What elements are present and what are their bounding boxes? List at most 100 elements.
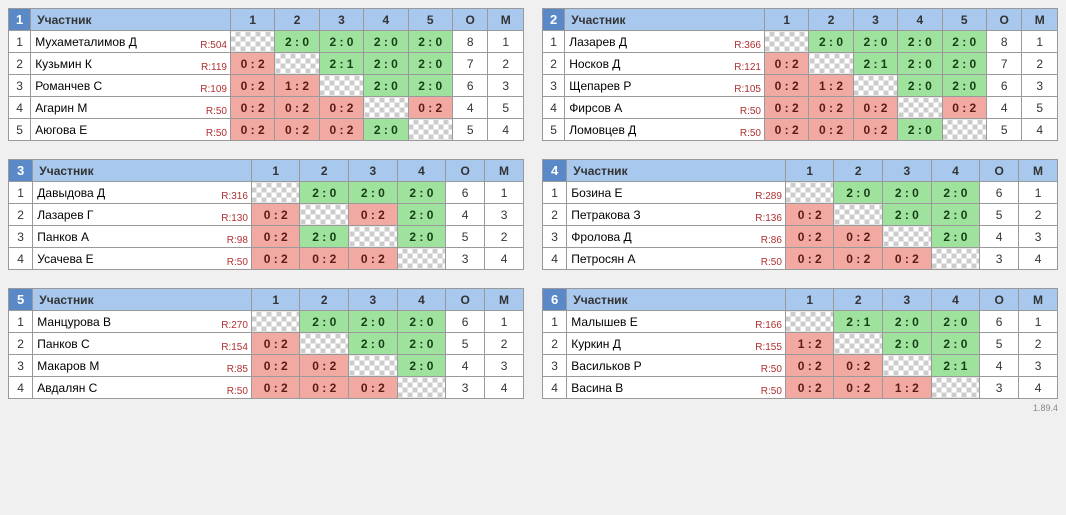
row-number: 2 <box>9 204 33 226</box>
participant-name-cell: Бозина ЕR:289 <box>567 182 786 204</box>
place-cell: 1 <box>488 31 524 53</box>
score-cell: 2 : 0 <box>408 31 452 53</box>
place-cell: 3 <box>1019 355 1058 377</box>
place-header: М <box>1019 160 1058 182</box>
table-row: 1Манцурова ВR:2702 : 02 : 02 : 061 <box>9 311 524 333</box>
row-number: 1 <box>543 311 567 333</box>
points-cell: 8 <box>986 31 1022 53</box>
table-row: 4Агарин МR:500 : 20 : 20 : 20 : 245 <box>9 97 524 119</box>
participant-rating: R:119 <box>201 62 227 73</box>
score-cell: 0 : 2 <box>883 248 932 270</box>
row-number: 2 <box>9 53 31 75</box>
points-cell: 6 <box>986 75 1022 97</box>
points-cell: 4 <box>446 204 485 226</box>
participant-rating: R:85 <box>227 364 248 375</box>
points-cell: 5 <box>446 333 485 355</box>
self-cell <box>397 377 446 399</box>
place-cell: 4 <box>485 248 524 270</box>
score-cell: 0 : 2 <box>834 355 883 377</box>
score-cell: 0 : 2 <box>300 248 349 270</box>
score-cell: 1 : 2 <box>883 377 932 399</box>
score-cell: 0 : 2 <box>251 333 300 355</box>
round-header: 1 <box>251 160 300 182</box>
points-cell: 6 <box>446 182 485 204</box>
table-row: 2Кузьмин КR:1190 : 22 : 12 : 02 : 072 <box>9 53 524 75</box>
self-cell <box>883 355 932 377</box>
participant-name-cell: Куркин ДR:155 <box>567 333 786 355</box>
score-cell: 0 : 2 <box>809 97 853 119</box>
score-cell: 2 : 0 <box>883 182 932 204</box>
participant-header: Участник <box>565 9 765 31</box>
participant-name: Панков А <box>37 230 89 244</box>
participant-name: Петракова З <box>571 208 640 222</box>
points-cell: 8 <box>452 31 488 53</box>
round-header: 4 <box>364 9 408 31</box>
participant-name: Кузьмин К <box>35 57 92 71</box>
round-header: 2 <box>809 9 853 31</box>
version-label: 1.89.4 <box>8 403 1058 413</box>
round-header: 2 <box>300 160 349 182</box>
place-cell: 4 <box>1019 377 1058 399</box>
place-cell: 2 <box>1022 53 1058 75</box>
row-number: 5 <box>543 119 565 141</box>
participant-rating: R:166 <box>755 320 782 331</box>
participant-rating: R:109 <box>200 84 227 95</box>
table-row: 3Щепарев РR:1050 : 21 : 22 : 02 : 063 <box>543 75 1058 97</box>
participant-name-cell: Романчев СR:109 <box>31 75 231 97</box>
row-number: 3 <box>9 226 33 248</box>
participant-name-cell: Лазарев ДR:366 <box>565 31 765 53</box>
points-cell: 5 <box>986 119 1022 141</box>
score-cell: 2 : 0 <box>349 311 398 333</box>
score-cell: 2 : 0 <box>931 204 980 226</box>
participant-name-cell: Панков СR:154 <box>33 333 252 355</box>
row-number: 3 <box>543 355 567 377</box>
place-cell: 5 <box>488 97 524 119</box>
self-cell <box>275 53 319 75</box>
row-number: 1 <box>543 31 565 53</box>
participant-rating: R:155 <box>755 342 782 353</box>
place-cell: 2 <box>485 333 524 355</box>
score-cell: 2 : 0 <box>883 333 932 355</box>
table-row: 4Фирсов АR:500 : 20 : 20 : 20 : 245 <box>543 97 1058 119</box>
participant-name: Ломовцев Д <box>569 123 636 137</box>
score-cell: 2 : 1 <box>834 311 883 333</box>
score-cell: 0 : 2 <box>251 204 300 226</box>
score-cell: 2 : 0 <box>397 226 446 248</box>
round-header: 3 <box>349 289 398 311</box>
score-cell: 2 : 0 <box>883 204 932 226</box>
round-header: 5 <box>408 9 452 31</box>
participant-name-cell: Малышев ЕR:166 <box>567 311 786 333</box>
score-cell: 2 : 0 <box>408 53 452 75</box>
group-number-header: 6 <box>543 289 567 311</box>
points-cell: 4 <box>980 355 1019 377</box>
place-cell: 3 <box>488 75 524 97</box>
participant-rating: R:50 <box>740 106 761 117</box>
participant-name: Авдалян С <box>37 381 97 395</box>
score-cell: 1 : 2 <box>275 75 319 97</box>
score-cell: 0 : 2 <box>942 97 986 119</box>
score-cell: 2 : 0 <box>883 311 932 333</box>
self-cell <box>408 119 452 141</box>
self-cell <box>764 31 808 53</box>
row-number: 4 <box>543 248 567 270</box>
score-cell: 2 : 0 <box>349 182 398 204</box>
place-cell: 5 <box>1022 97 1058 119</box>
points-cell: 6 <box>452 75 488 97</box>
participant-name: Макаров М <box>37 359 99 373</box>
participant-name: Щепарев Р <box>569 79 631 93</box>
table-row: 4Петросян АR:500 : 20 : 20 : 234 <box>543 248 1058 270</box>
score-cell: 0 : 2 <box>300 377 349 399</box>
participant-name: Фролова Д <box>571 230 631 244</box>
table-row: 1Лазарев ДR:3662 : 02 : 02 : 02 : 081 <box>543 31 1058 53</box>
score-cell: 2 : 1 <box>853 53 897 75</box>
score-cell: 0 : 2 <box>785 248 834 270</box>
place-cell: 2 <box>1019 333 1058 355</box>
self-cell <box>834 204 883 226</box>
round-header: 4 <box>931 289 980 311</box>
score-cell: 2 : 0 <box>300 182 349 204</box>
participant-name: Лазарев Д <box>569 35 627 49</box>
round-header: 1 <box>785 160 834 182</box>
row-number: 4 <box>543 97 565 119</box>
table-row: 4Усачева ЕR:500 : 20 : 20 : 234 <box>9 248 524 270</box>
participant-name-cell: Мухаметалимов ДR:504 <box>31 31 231 53</box>
